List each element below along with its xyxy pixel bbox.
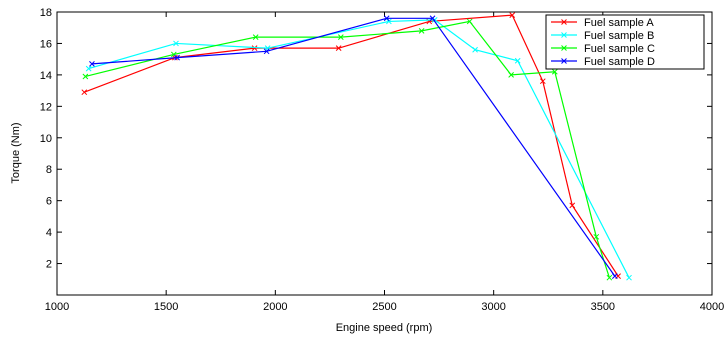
data-point [626, 274, 632, 281]
y-tick-label: 12 [40, 101, 52, 113]
data-point [418, 28, 425, 34]
legend-label: Fuel sample A [584, 17, 654, 29]
y-tick-label: 8 [46, 164, 52, 176]
series-2 [85, 17, 632, 281]
data-point [173, 40, 179, 47]
data-point [383, 15, 390, 22]
series-4 [89, 15, 618, 279]
series-line [85, 20, 610, 278]
series-line [88, 19, 630, 278]
legend-marker [561, 58, 567, 64]
y-tick-label: 18 [40, 7, 52, 19]
data-point [593, 233, 600, 240]
data-point [509, 12, 516, 18]
data-point [514, 57, 521, 64]
y-tick-label: 2 [46, 259, 52, 271]
data-point [252, 34, 259, 41]
data-point [85, 65, 92, 72]
y-tick-label: 6 [46, 196, 52, 208]
data-point [337, 34, 344, 41]
data-point [335, 45, 342, 52]
data-point [508, 72, 514, 78]
x-tick-label: 1000 [45, 301, 69, 313]
data-point [174, 54, 180, 61]
data-point [611, 273, 618, 279]
y-tick-label: 10 [40, 133, 52, 145]
series-layer [81, 12, 632, 281]
x-tick-label: 2500 [372, 301, 396, 313]
data-point [264, 45, 271, 52]
x-axis-label: Engine speed (rpm) [336, 322, 433, 334]
legend-label: Fuel sample B [584, 30, 654, 42]
x-tick-label: 3500 [591, 301, 615, 313]
data-point [606, 274, 613, 281]
data-point [551, 68, 558, 75]
series-3 [82, 18, 613, 281]
data-point [251, 45, 258, 52]
legend-marker [561, 32, 567, 38]
data-point [89, 61, 95, 67]
legend-marker [561, 45, 567, 51]
y-tick-label: 4 [46, 227, 52, 239]
legend-label: Fuel sample D [584, 56, 655, 68]
y-tick-label: 14 [40, 70, 52, 82]
data-point [429, 15, 436, 22]
data-point [472, 46, 478, 53]
data-point [81, 89, 88, 96]
legend-label: Fuel sample C [584, 43, 655, 55]
x-axis-ticks: 1000 1500 2000 2500 3000 3500 4000 [45, 12, 724, 313]
data-point [539, 78, 546, 85]
series-line [91, 17, 616, 277]
y-axis-ticks: 2 4 6 8 10 12 14 16 18 [40, 7, 712, 271]
x-tick-label: 1500 [154, 301, 178, 313]
x-tick-label: 2000 [263, 301, 287, 313]
data-point [263, 48, 270, 55]
y-axis-label: Torque (Nm) [10, 122, 22, 183]
legend-box [545, 14, 705, 70]
data-point [466, 18, 473, 25]
legend-marker [561, 19, 567, 25]
y-tick-label: 16 [40, 38, 52, 50]
data-point [569, 202, 576, 209]
data-point [386, 18, 392, 25]
data-point [82, 73, 89, 80]
x-tick-label: 4000 [700, 301, 724, 313]
x-tick-label: 3000 [481, 301, 505, 313]
